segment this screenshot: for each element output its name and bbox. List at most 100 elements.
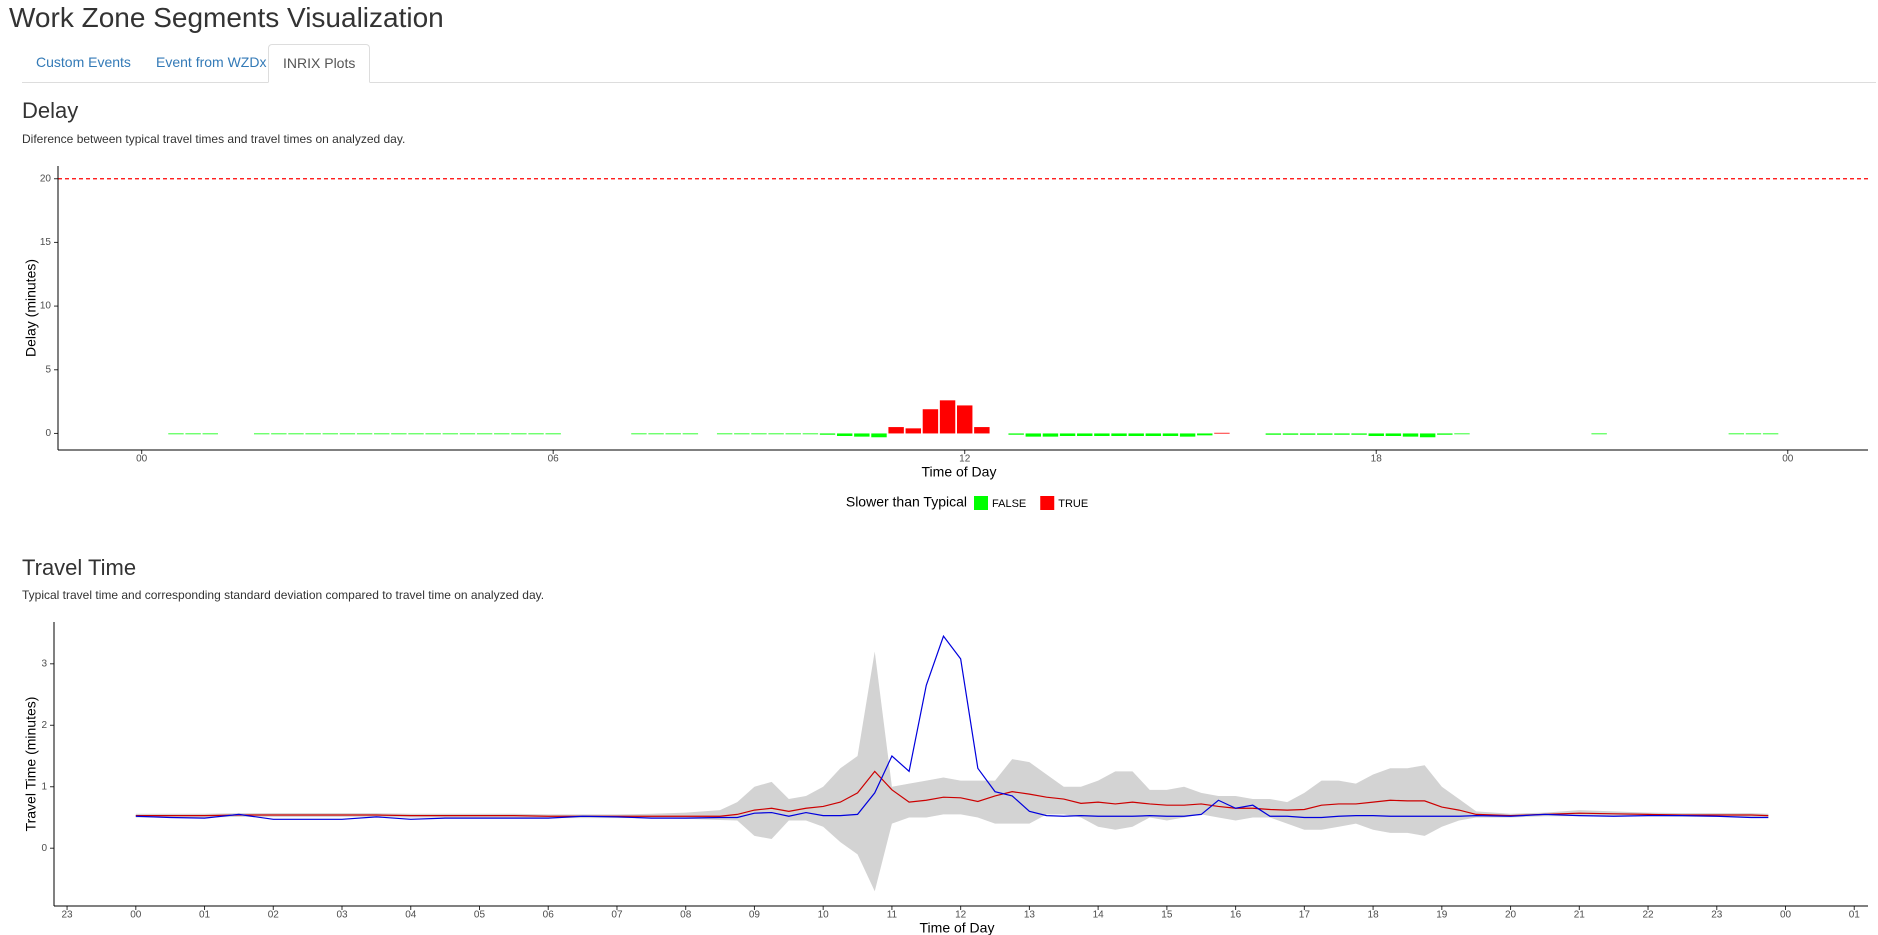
bar [305, 433, 321, 435]
bar [1368, 433, 1384, 436]
bar [1299, 433, 1316, 435]
x-tick-label: 14 [1093, 910, 1105, 921]
bar [1437, 433, 1453, 435]
x-tick-label: 22 [1642, 910, 1654, 921]
bar [1179, 433, 1196, 437]
tab-bar: Custom Events Event from WZDx INRIX Plot… [22, 44, 1876, 83]
x-tick-label: 12 [959, 454, 971, 465]
bar [1385, 433, 1402, 436]
x-tick-label: 20 [1505, 910, 1517, 921]
bar [1591, 433, 1607, 435]
bar [1762, 433, 1779, 435]
bar [734, 433, 750, 435]
bar [1728, 433, 1745, 435]
bar [1128, 433, 1144, 436]
x-tick-label: 00 [1780, 910, 1792, 921]
x-tick-label: 19 [1436, 910, 1448, 921]
app-title: Work Zone Segments Visualization [9, 2, 444, 33]
x-tick-label: 12 [955, 910, 967, 921]
x-tick-label: 03 [336, 910, 348, 921]
x-tick-label: 18 [1368, 910, 1380, 921]
bar [1282, 433, 1299, 435]
bar [374, 433, 390, 435]
bar [939, 400, 956, 434]
tab[interactable]: INRIX Plots [268, 44, 371, 83]
x-tick-label: 10 [818, 910, 830, 921]
legend-swatch [1040, 496, 1055, 510]
bar [956, 405, 973, 434]
bar [836, 433, 853, 436]
bar [1094, 433, 1110, 436]
bar [545, 433, 561, 435]
x-tick-label: 01 [199, 910, 211, 921]
x-tick-label: 02 [268, 910, 280, 921]
bar [322, 433, 339, 435]
x-tick-label: 08 [680, 910, 692, 921]
y-axis-title: Travel Time (minutes) [23, 697, 39, 832]
y-axis-title: Delay (minutes) [23, 259, 39, 357]
bar [339, 433, 356, 435]
std-band [135, 651, 1769, 892]
x-tick-label: 09 [749, 910, 761, 921]
bar [888, 427, 904, 434]
x-tick-label: 04 [405, 910, 417, 921]
series-line [135, 770, 1769, 817]
bar [1745, 433, 1762, 435]
x-tick-label: 23 [61, 910, 73, 921]
bar [1454, 433, 1470, 435]
x-tick-label: 23 [1711, 910, 1723, 921]
bar [202, 433, 218, 435]
bar [802, 433, 819, 435]
bar [391, 433, 407, 435]
bar [1025, 433, 1042, 437]
x-axis-title: Time of Day [922, 464, 997, 480]
tab[interactable]: Event from WZDx [156, 54, 267, 70]
x-tick-label: 13 [1024, 910, 1036, 921]
bar [494, 433, 510, 435]
x-tick-label: 17 [1299, 910, 1311, 921]
bar [854, 433, 870, 437]
bar [288, 433, 304, 435]
series-line [135, 634, 1769, 820]
bar [442, 433, 459, 435]
y-tick-label: 1 [41, 781, 47, 792]
bar [922, 409, 939, 434]
bar [785, 433, 801, 435]
x-tick-label: 21 [1574, 910, 1586, 921]
bar [1317, 433, 1333, 435]
x-tick-label: 00 [136, 454, 148, 465]
bar [408, 433, 424, 435]
x-tick-label: 00 [130, 910, 142, 921]
bar [871, 433, 887, 438]
bar [905, 428, 921, 434]
x-tick-label: 06 [543, 910, 555, 921]
bar [1214, 432, 1230, 434]
bar [1402, 433, 1419, 437]
bar [1265, 433, 1282, 435]
bar [459, 433, 476, 435]
x-tick-label: 06 [548, 454, 560, 465]
x-axis-title: Time of Day [920, 920, 995, 935]
bar [974, 427, 990, 434]
bar [1419, 433, 1436, 438]
bar [1111, 433, 1127, 436]
bar [168, 433, 184, 435]
bar [1334, 433, 1350, 435]
bar [665, 433, 681, 435]
chart-subtitle: Diference between typical travel times a… [22, 132, 405, 146]
x-tick-label: 05 [474, 910, 486, 921]
bar [476, 433, 493, 435]
y-tick-label: 15 [40, 237, 52, 248]
legend-title: Slower than Typical [846, 494, 967, 510]
bar [271, 433, 287, 435]
bar [253, 433, 270, 435]
chart-subtitle: Typical travel time and corresponding st… [22, 588, 544, 602]
x-tick-label: 18 [1371, 454, 1383, 465]
y-tick-label: 0 [41, 843, 47, 854]
y-tick-label: 3 [41, 658, 47, 669]
y-tick-label: 10 [40, 301, 52, 312]
tab[interactable]: Custom Events [36, 54, 131, 70]
bar [631, 433, 647, 435]
bar [716, 433, 733, 435]
